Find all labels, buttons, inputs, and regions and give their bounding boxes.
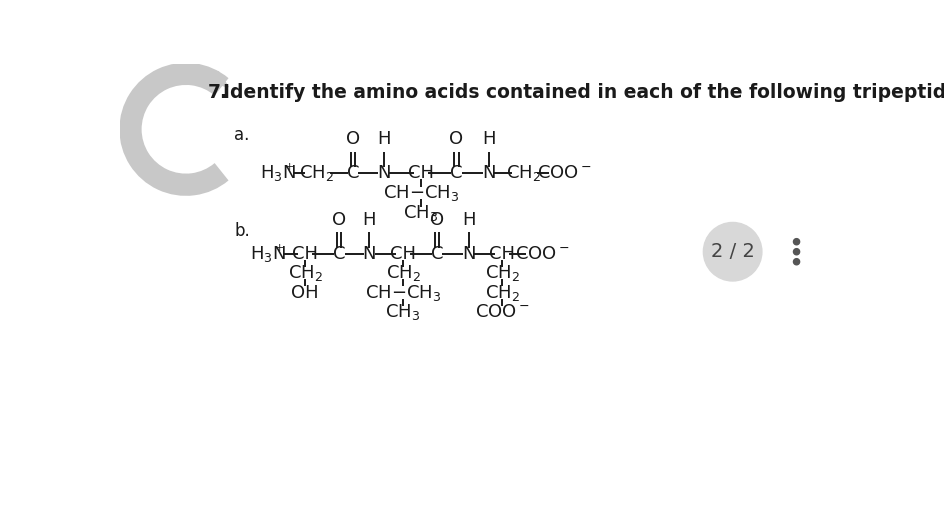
Text: CH: CH	[292, 245, 318, 263]
Text: H: H	[462, 211, 475, 229]
Text: Identify the amino acids contained in each of the following tripeptides.: Identify the amino acids contained in ea…	[223, 83, 944, 102]
Text: CH$-$CH$_3$: CH$-$CH$_3$	[382, 183, 459, 203]
Text: C: C	[346, 164, 359, 182]
Text: CH$_3$: CH$_3$	[385, 302, 420, 322]
Text: C: C	[430, 245, 443, 263]
Text: CH$_3$: CH$_3$	[403, 203, 438, 223]
Text: H$_3$N: H$_3$N	[250, 244, 286, 264]
Text: COO$^-$: COO$^-$	[514, 245, 569, 263]
Text: COO$^-$: COO$^-$	[475, 303, 530, 321]
Text: a.: a.	[234, 126, 249, 144]
Text: 2 / 2: 2 / 2	[710, 242, 753, 261]
Text: CH$-$CH$_3$: CH$-$CH$_3$	[364, 282, 441, 303]
Text: CH$_2$: CH$_2$	[484, 282, 519, 303]
Text: OH: OH	[291, 284, 319, 302]
Text: N: N	[362, 245, 376, 263]
Text: O: O	[448, 130, 463, 148]
Text: CH$_2$: CH$_2$	[484, 263, 519, 283]
Text: H$_3$N: H$_3$N	[261, 163, 296, 183]
Text: CH$_2$: CH$_2$	[506, 163, 541, 183]
Text: CH: CH	[408, 164, 433, 182]
Text: O: O	[331, 211, 346, 229]
Text: C: C	[332, 245, 346, 263]
Circle shape	[702, 222, 761, 281]
Text: O: O	[346, 130, 360, 148]
Circle shape	[793, 259, 799, 265]
Text: b.: b.	[234, 222, 250, 240]
Text: C: C	[449, 164, 462, 182]
Text: CH$_2$: CH$_2$	[288, 263, 323, 283]
Text: 7.: 7.	[208, 83, 228, 102]
Text: CH$_2$: CH$_2$	[385, 263, 420, 283]
Text: H: H	[377, 130, 390, 148]
Text: N: N	[481, 164, 495, 182]
Text: N: N	[377, 164, 390, 182]
Circle shape	[793, 239, 799, 245]
Polygon shape	[208, 71, 228, 87]
Circle shape	[793, 248, 799, 255]
Text: H: H	[481, 130, 495, 148]
Text: COO$^-$: COO$^-$	[537, 164, 592, 182]
Text: O: O	[430, 211, 444, 229]
Text: CH: CH	[390, 245, 415, 263]
Text: +: +	[285, 162, 295, 172]
Text: +: +	[275, 243, 284, 253]
Text: CH: CH	[489, 245, 514, 263]
Text: CH$_2$: CH$_2$	[299, 163, 334, 183]
Text: N: N	[462, 245, 475, 263]
Text: H: H	[362, 211, 376, 229]
